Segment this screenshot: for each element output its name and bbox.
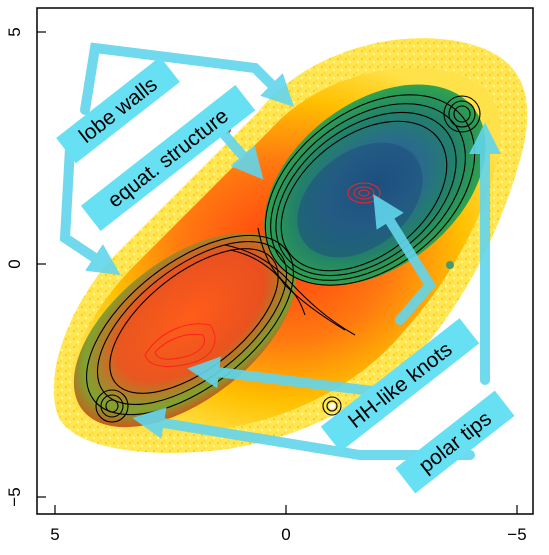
axis-ticks [37,31,518,514]
y-tick-top: 5 [5,27,24,36]
red-contours [144,182,381,367]
x-tick-left: 5 [50,525,59,544]
star-knot [329,403,335,409]
field-star [446,261,454,269]
southwest-lobe [73,232,297,428]
axes-frame [36,7,534,515]
y-tick-bottom: −5 [5,487,24,506]
x-tick-right: −5 [507,525,526,544]
y-tick-center: 0 [5,259,24,268]
x-tick-center: 0 [281,525,290,544]
